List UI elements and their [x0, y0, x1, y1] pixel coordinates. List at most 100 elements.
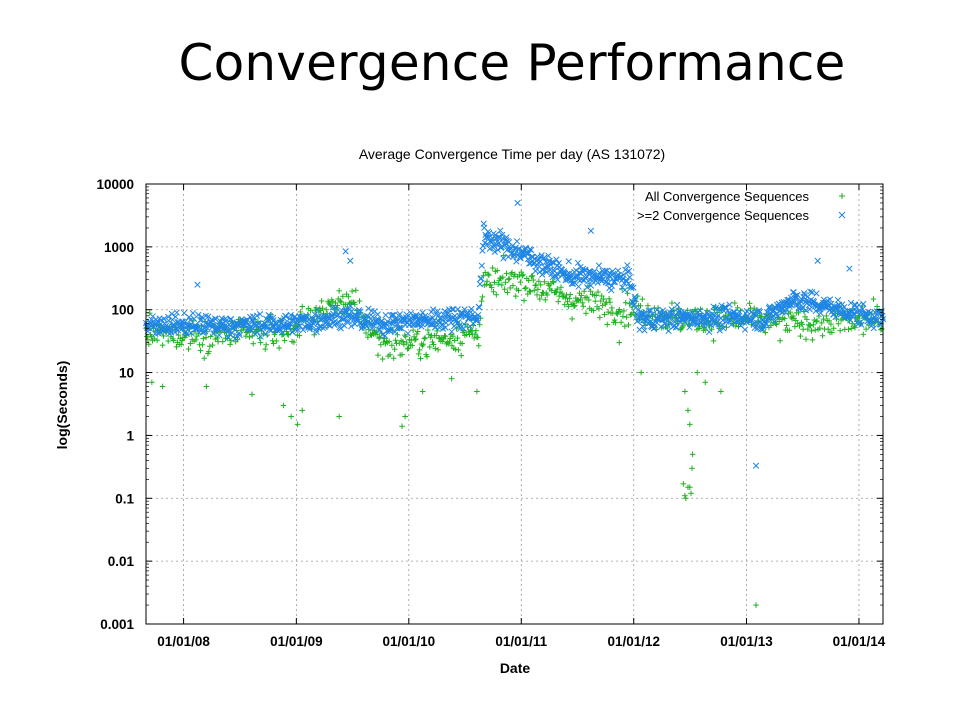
- point-all-sequences: [323, 306, 330, 313]
- point-all-sequences: [454, 335, 461, 341]
- point-multi-sequences: [257, 333, 264, 340]
- point-multi-sequences: [209, 323, 216, 331]
- point-all-sequences: [584, 294, 590, 300]
- x-axis-label: Date: [500, 660, 531, 676]
- point-all-sequences: [329, 298, 336, 305]
- outlier-all-sequences: [694, 369, 701, 376]
- outlier-all-sequences: [685, 407, 691, 414]
- point-all-sequences: [499, 282, 505, 288]
- point-all-sequences: [863, 326, 869, 332]
- point-all-sequences: [522, 285, 528, 292]
- point-all-sequences: [601, 311, 608, 318]
- point-multi-sequences: [686, 320, 694, 327]
- point-all-sequences: [478, 298, 485, 304]
- point-all-sequences: [386, 338, 392, 345]
- point-multi-sequences: [390, 311, 397, 319]
- point-multi-sequences: [488, 236, 495, 244]
- point-all-sequences: [823, 313, 830, 319]
- point-multi-sequences: [545, 252, 552, 259]
- point-multi-sequences: [473, 317, 480, 324]
- point-all-sequences: [786, 327, 793, 334]
- point-multi-sequences: [621, 286, 628, 294]
- point-all-sequences: [219, 338, 226, 345]
- point-all-sequences: [783, 322, 790, 329]
- point-multi-sequences: [227, 315, 235, 323]
- point-all-sequences: [432, 345, 439, 352]
- point-all-sequences: [505, 276, 512, 283]
- point-multi-sequences: [718, 302, 725, 309]
- point-all-sequences: [812, 327, 819, 333]
- outlier-all-sequences: [683, 495, 689, 502]
- point-all-sequences: [807, 322, 814, 329]
- point-all-sequences: [178, 341, 184, 348]
- point-multi-sequences: [382, 311, 389, 319]
- y-tick-label: 100: [111, 303, 134, 318]
- point-multi-sequences: [403, 311, 410, 318]
- plot-frame: [145, 183, 884, 625]
- point-multi-sequences: [570, 274, 577, 281]
- point-multi-sequences: [478, 262, 485, 269]
- point-all-sequences: [506, 275, 513, 282]
- x-tick-label: 01/01/12: [607, 634, 660, 649]
- point-multi-sequences: [351, 320, 359, 328]
- point-all-sequences: [605, 309, 611, 315]
- point-all-sequences: [598, 293, 605, 299]
- point-all-sequences: [732, 323, 739, 329]
- point-multi-sequences: [375, 316, 382, 323]
- point-all-sequences: [270, 340, 277, 347]
- point-multi-sequences: [673, 323, 680, 331]
- point-all-sequences: [797, 333, 804, 339]
- point-multi-sequences: [187, 316, 194, 324]
- point-multi-sequences: [763, 308, 771, 316]
- point-all-sequences: [455, 347, 462, 353]
- point-multi-sequences: [657, 311, 664, 319]
- point-all-sequences: [473, 327, 479, 334]
- outlier-multi-sequences: [514, 199, 521, 207]
- point-all-sequences: [337, 298, 343, 304]
- point-all-sequences: [825, 326, 831, 333]
- point-multi-sequences: [771, 318, 778, 325]
- point-multi-sequences: [849, 307, 856, 315]
- point-multi-sequences: [497, 227, 504, 234]
- point-multi-sequences: [303, 312, 310, 319]
- point-all-sequences: [146, 310, 153, 316]
- point-all-sequences: [403, 340, 410, 346]
- point-all-sequences: [787, 309, 794, 315]
- point-multi-sequences: [826, 296, 834, 303]
- point-multi-sequences: [229, 329, 236, 337]
- point-multi-sequences: [418, 320, 426, 328]
- point-multi-sequences: [631, 293, 638, 301]
- point-all-sequences: [450, 333, 456, 340]
- point-multi-sequences: [877, 321, 884, 328]
- outlier-all-sequences: [687, 421, 693, 428]
- point-all-sequences: [429, 339, 436, 345]
- point-multi-sequences: [548, 259, 556, 266]
- point-multi-sequences: [629, 298, 636, 305]
- outlier-all-sequences: [419, 388, 426, 395]
- point-all-sequences: [569, 316, 575, 322]
- point-multi-sequences: [626, 274, 633, 281]
- point-all-sequences: [544, 292, 550, 298]
- point-all-sequences: [587, 288, 594, 294]
- point-all-sequences: [561, 301, 568, 308]
- point-all-sequences: [273, 338, 280, 344]
- outlier-all-sequences: [682, 492, 688, 499]
- point-all-sequences: [829, 329, 835, 336]
- outlier-all-sequences: [688, 490, 694, 497]
- point-multi-sequences: [235, 329, 243, 337]
- point-all-sequences: [421, 335, 428, 342]
- point-all-sequences: [512, 293, 519, 299]
- point-all-sequences: [390, 355, 397, 362]
- point-multi-sequences: [603, 279, 610, 286]
- point-all-sequences: [262, 346, 269, 352]
- point-multi-sequences: [583, 273, 590, 280]
- point-multi-sequences: [513, 258, 520, 265]
- y-tick-label: 0.1: [115, 491, 134, 506]
- outlier-multi-sequences: [587, 227, 595, 234]
- point-multi-sequences: [374, 311, 381, 318]
- point-all-sequences: [621, 308, 627, 314]
- point-all-sequences: [556, 293, 562, 299]
- outlier-all-sequences: [680, 481, 687, 487]
- outlier-all-sequences: [616, 339, 623, 346]
- point-all-sequences: [554, 286, 561, 292]
